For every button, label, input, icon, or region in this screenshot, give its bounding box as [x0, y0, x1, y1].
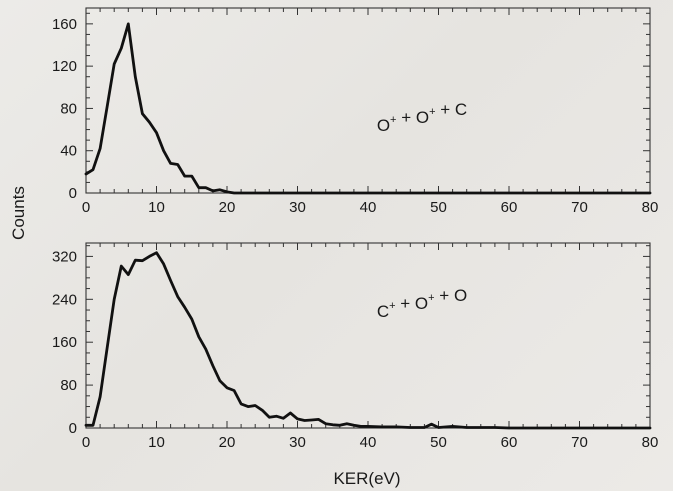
x-tick-label: 10 — [148, 199, 165, 216]
x-tick-label: 50 — [430, 199, 447, 216]
x-tick-label: 50 — [430, 434, 447, 451]
y-tick-label: 320 — [52, 248, 77, 265]
reaction-label-part: C — [377, 302, 389, 321]
x-tick-label: 10 — [148, 434, 165, 451]
x-tick-label: 30 — [289, 199, 306, 216]
y-tick-label: 80 — [60, 377, 77, 394]
y-axis-label: Counts — [9, 186, 28, 240]
x-tick-label: 70 — [571, 434, 588, 451]
plot-frame — [85, 7, 651, 194]
reaction-label-part: O — [377, 116, 390, 135]
reaction-label-charge: + — [390, 114, 396, 126]
x-tick-label: 70 — [571, 199, 588, 216]
x-tick-label: 20 — [219, 199, 236, 216]
reaction-label-charge: + — [429, 106, 435, 118]
y-tick-label: 240 — [52, 291, 77, 308]
x-tick-label: 30 — [289, 434, 306, 451]
reaction-label-charge: + — [389, 300, 395, 312]
reaction-label-part: + C — [436, 100, 468, 119]
y-tick-label: 160 — [52, 16, 77, 33]
reaction-label-part: + O — [396, 108, 429, 127]
reaction-label-part: + O — [396, 294, 429, 313]
x-tick-label: 20 — [219, 434, 236, 451]
reaction-label: C+ + O+ + O — [377, 286, 467, 321]
y-tick-label: 80 — [60, 100, 77, 117]
x-tick-label: 40 — [360, 434, 377, 451]
y-tick-label: 0 — [69, 185, 77, 202]
y-tick-label: 0 — [69, 420, 77, 437]
reaction-label-charge: + — [428, 292, 434, 304]
reaction-label-part: + O — [435, 286, 468, 305]
x-tick-label: 80 — [642, 434, 659, 451]
x-tick-label: 60 — [501, 199, 518, 216]
y-tick-label: 120 — [52, 58, 77, 75]
x-tick-label: 60 — [501, 434, 518, 451]
series-line — [84, 22, 652, 195]
plot-frame — [85, 242, 651, 429]
x-tick-label: 40 — [360, 199, 377, 216]
x-axis-label: KER(eV) — [333, 469, 400, 488]
x-tick-label: 80 — [642, 199, 659, 216]
y-tick-label: 160 — [52, 334, 77, 351]
x-tick-label: 0 — [82, 199, 90, 216]
series-line — [84, 251, 652, 430]
y-tick-label: 40 — [60, 143, 77, 160]
reaction-label: O+ + O+ + C — [377, 100, 467, 135]
x-tick-label: 0 — [82, 434, 90, 451]
